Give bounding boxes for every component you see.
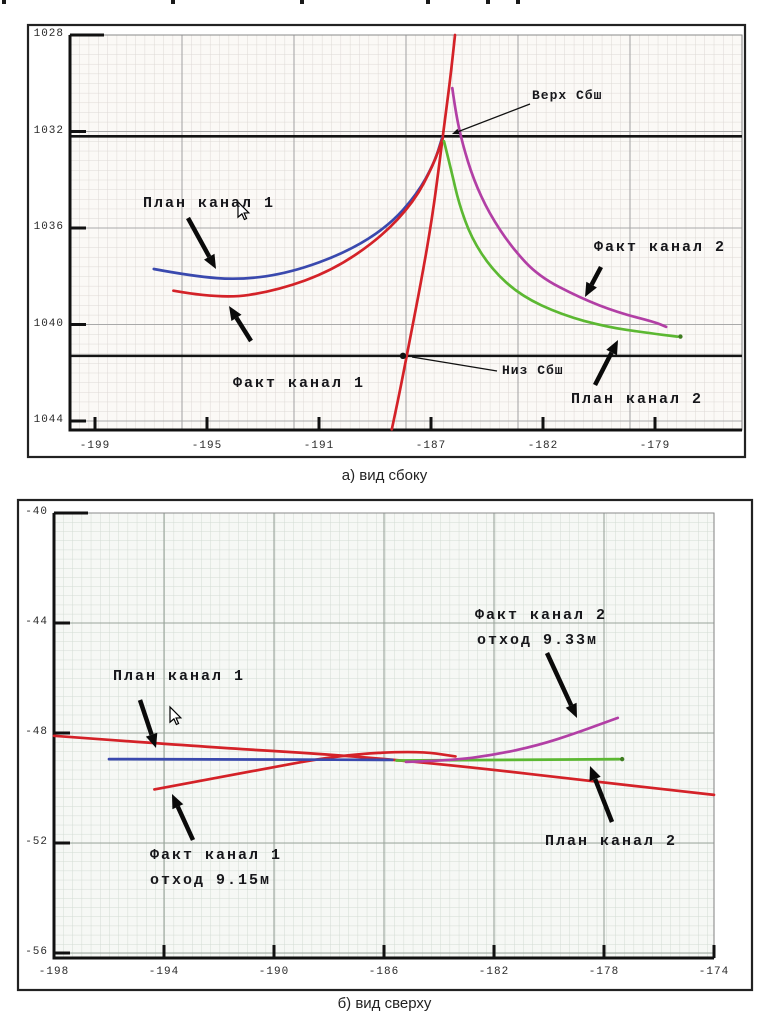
y-axis-tick-label: -40 [25, 506, 48, 518]
series-fact-channel-1 [172, 136, 445, 298]
annotation-arrow [186, 216, 212, 258]
x-axis-tick-label: -186 [368, 966, 400, 978]
annotation-arrowhead [565, 702, 577, 718]
series-end-dot [619, 756, 625, 762]
callout-line [411, 356, 498, 372]
y-axis-tick-label: -52 [25, 836, 48, 848]
annotation-arrow [544, 652, 574, 707]
y-axis-tick-label: 1044 [33, 414, 64, 426]
annotation-arrowhead [229, 306, 242, 321]
series-fact-channel-2 [450, 86, 668, 329]
cropped-text-fragment [426, 0, 430, 4]
x-axis-tick-label: -191 [303, 440, 335, 452]
y-axis-tick-label: -44 [25, 616, 48, 628]
cropped-text-fragment [486, 0, 490, 4]
annotation-arrow [589, 265, 603, 286]
x-axis-tick-label: -198 [38, 966, 70, 978]
x-axis-tick-label: -194 [148, 966, 180, 978]
series-sbsh-borehole [390, 33, 457, 431]
annotation-arrowhead [589, 766, 601, 782]
annotation-arrow [234, 316, 253, 343]
annotation-arrowhead [172, 794, 184, 810]
annotation-arrowhead [452, 128, 460, 135]
chart-top-view [16, 498, 754, 992]
annotation-label: План канал 1 [143, 195, 276, 212]
series-fact-channel-2 [404, 716, 620, 764]
y-axis-tick-label: 1036 [33, 221, 64, 233]
mouse-cursor-icon [169, 705, 183, 726]
annotation-arrowhead [585, 281, 597, 297]
series-plan-channel-2 [442, 139, 679, 338]
annotation-label: Факт канал 1 [150, 847, 283, 864]
annotation-label: отход 9.15м [150, 872, 272, 889]
annotation-label: Факт канал 2 [475, 607, 608, 624]
annotation-arrow [137, 699, 154, 736]
annotation-label: Низ Сбш [502, 363, 564, 378]
cropped-text-fragment [516, 0, 520, 4]
caption-top-view: б) вид сверху [337, 995, 432, 1012]
x-axis-tick-label: -190 [258, 966, 290, 978]
cropped-text-fragment [171, 0, 175, 4]
annotation-arrow [175, 805, 196, 841]
annotation-label: План канал 2 [545, 833, 678, 850]
x-axis-tick-label: -178 [588, 966, 620, 978]
series-fact-channel-1 [153, 750, 457, 791]
y-axis-tick-label: -56 [25, 946, 48, 958]
x-axis-tick-label: -182 [527, 440, 559, 452]
x-axis-tick-label: -199 [79, 440, 111, 452]
y-axis-tick-label: 1032 [33, 124, 64, 137]
x-axis-tick-label: -179 [639, 440, 671, 452]
cropped-text-fragment [2, 0, 6, 4]
mouse-cursor-icon [237, 200, 251, 221]
caption-side-view: а) вид сбоку [341, 467, 428, 484]
series-end-dot [678, 334, 683, 339]
annotation-arrowhead [606, 340, 618, 356]
annotation-label: Факт канал 2 [594, 239, 727, 256]
annotation-arrowhead [145, 732, 158, 748]
cropped-text-fragment [300, 0, 304, 4]
x-axis-tick-label: -174 [698, 966, 730, 978]
annotation-arrow [593, 778, 615, 823]
annotation-arrow [458, 103, 531, 133]
y-axis-tick-label: 1028 [33, 28, 64, 40]
annotation-label: Факт канал 1 [233, 375, 366, 392]
annotation-arrow [592, 351, 614, 387]
annotation-arrowhead [204, 253, 216, 269]
series-plan-channel-1 [107, 757, 394, 762]
annotation-label: План канал 1 [113, 668, 246, 685]
x-axis-tick-label: -187 [415, 440, 447, 452]
reference-point-dot [399, 352, 407, 360]
x-axis-tick-label: -195 [191, 440, 223, 452]
annotation-label: План канал 2 [571, 391, 704, 408]
chart-side-view [26, 23, 747, 459]
x-axis-tick-label: -182 [478, 966, 510, 978]
y-axis-tick-label: -48 [25, 726, 48, 738]
annotation-label: отход 9.33м [477, 632, 599, 649]
y-axis-tick-label: 1040 [33, 317, 64, 330]
annotation-label: Верх Сбш [532, 88, 603, 103]
